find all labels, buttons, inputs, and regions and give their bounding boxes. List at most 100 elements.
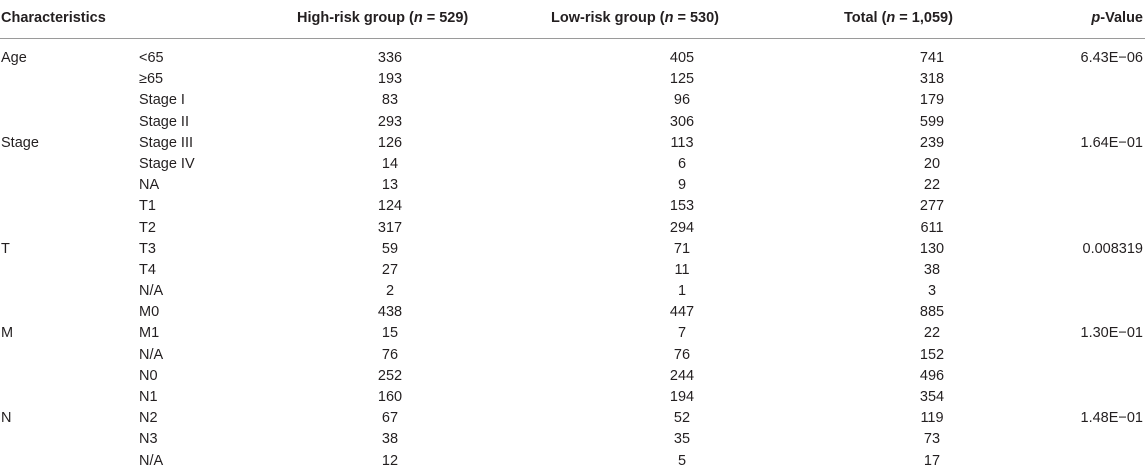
- cell-total: 38: [923, 261, 941, 278]
- cell-high-risk: 293: [377, 113, 403, 130]
- row-subgroup: M1: [139, 325, 160, 342]
- cell-low-risk: 11: [674, 261, 690, 278]
- row-subgroup: ≥65: [139, 71, 164, 88]
- row-subgroup: Stage II: [139, 113, 189, 130]
- cell-total: 20: [923, 155, 941, 172]
- table-row: NA 13 9 22: [0, 174, 1145, 195]
- header-high-suffix: = 529): [422, 10, 469, 26]
- header-total-n: n: [886, 10, 896, 26]
- cell-total: 611: [920, 219, 944, 236]
- row-subgroup: NA: [139, 177, 160, 194]
- row-category: Age: [1, 50, 27, 66]
- cell-high-risk: 15: [381, 325, 399, 342]
- cell-high-risk: 126: [377, 134, 403, 151]
- cell-high-risk: 76: [381, 346, 399, 363]
- cell-high-risk: 317: [377, 219, 403, 236]
- cell-total: 17: [923, 452, 941, 469]
- header-low-n: n: [664, 10, 674, 26]
- cell-high-risk: 336: [377, 50, 403, 66]
- table-row: N0 252 244 496: [0, 365, 1145, 386]
- cell-low-risk: 5: [677, 452, 687, 469]
- cell-low-risk: 9: [677, 177, 687, 194]
- row-subgroup: N1: [139, 389, 158, 405]
- table-row: Stage I 83 96 179: [0, 89, 1145, 110]
- cell-p-value: 0.008319: [1082, 240, 1143, 257]
- cell-total: 741: [919, 50, 945, 66]
- cell-low-risk: 194: [669, 389, 695, 405]
- cell-low-risk: 294: [669, 219, 695, 236]
- cell-high-risk: 13: [381, 177, 399, 194]
- header-p-italic: p: [1091, 10, 1101, 26]
- row-subgroup: Stage III: [139, 134, 194, 151]
- row-subgroup: Stage IV: [139, 155, 195, 172]
- cell-total: 496: [919, 367, 945, 384]
- cell-high-risk: 67: [381, 410, 399, 427]
- row-subgroup: N0: [139, 367, 158, 384]
- table-row: N/A 12 5 17: [0, 450, 1145, 471]
- table-row: N N2 67 52 119 1.48E−01: [0, 407, 1145, 428]
- cell-low-risk: 244: [669, 367, 695, 384]
- cell-total: 885: [919, 304, 945, 321]
- row-subgroup: N3: [139, 431, 158, 448]
- cell-total: 152: [919, 346, 945, 363]
- header-p-value: p-Value: [1091, 10, 1143, 26]
- header-high-prefix: High-risk group (: [297, 10, 414, 26]
- table-row: M0 438 447 885: [0, 301, 1145, 322]
- cell-high-risk: 124: [377, 198, 403, 215]
- table-row: Stage Stage III 126 113 239 1.64E−01: [0, 132, 1145, 153]
- header-total: Total (n = 1,059): [844, 10, 953, 26]
- table-row: T1 124 153 277: [0, 195, 1145, 216]
- row-category: T: [1, 240, 10, 257]
- cell-total: 599: [919, 113, 945, 130]
- table-row: N/A 2 1 3: [0, 280, 1145, 301]
- cell-total: 73: [923, 431, 941, 448]
- cell-high-risk: 59: [381, 240, 399, 257]
- table-row: T2 317 294 611: [0, 217, 1145, 238]
- cell-total: 3: [927, 283, 937, 300]
- header-low-prefix: Low-risk group (: [551, 10, 665, 26]
- cell-high-risk: 83: [381, 92, 399, 109]
- header-total-prefix: Total (: [844, 10, 887, 26]
- header-p-suffix: -Value: [1100, 10, 1143, 26]
- table-body: Age <65 336 405 741 6.43E−06 ≥65 193 125 318 Stage…: [0, 47, 1145, 471]
- cell-low-risk: 405: [669, 50, 695, 66]
- row-category: Stage: [1, 134, 39, 151]
- cell-low-risk: 71: [673, 240, 691, 257]
- cell-p-value: 1.64E−01: [1080, 134, 1144, 151]
- cell-total: 239: [919, 134, 945, 151]
- cell-total: 277: [919, 198, 945, 215]
- table-row: M M1 15 7 22 1.30E−01: [0, 322, 1145, 343]
- cell-total: 22: [923, 177, 941, 194]
- row-subgroup: N/A: [139, 346, 164, 363]
- row-subgroup: T4: [139, 261, 156, 278]
- header-high-n: n: [413, 10, 423, 26]
- cell-total: 119: [920, 410, 944, 427]
- table-row: T4 27 11 38: [0, 259, 1145, 280]
- cell-total: 179: [919, 92, 945, 109]
- cell-high-risk: 2: [385, 283, 395, 300]
- row-category: M: [1, 325, 14, 342]
- cell-high-risk: 12: [381, 452, 399, 469]
- table-row: Stage II 293 306 599: [0, 111, 1145, 132]
- header-characteristics: Characteristics: [1, 10, 106, 26]
- cell-high-risk: 193: [377, 71, 403, 88]
- cell-low-risk: 306: [669, 113, 695, 130]
- row-subgroup: <65: [139, 50, 164, 66]
- header-low-risk: Low-risk group (n = 530): [551, 10, 719, 26]
- cell-p-value: 1.30E−01: [1080, 325, 1144, 342]
- row-subgroup: T3: [139, 240, 156, 257]
- table-row: ≥65 193 125 318: [0, 68, 1145, 89]
- cell-total: 130: [919, 240, 945, 257]
- cell-low-risk: 96: [673, 92, 691, 109]
- row-subgroup: T1: [139, 198, 156, 215]
- cell-low-risk: 6: [677, 155, 687, 172]
- cell-p-value: 6.43E−06: [1080, 50, 1144, 66]
- cell-high-risk: 252: [377, 367, 403, 384]
- table-row: Age <65 336 405 741 6.43E−06: [0, 47, 1145, 68]
- cell-high-risk: 160: [377, 389, 403, 405]
- table-row: T T3 59 71 130 0.008319: [0, 238, 1145, 259]
- header-low-suffix: = 530): [673, 10, 719, 26]
- cell-low-risk: 52: [673, 410, 691, 427]
- table-row: N3 38 35 73: [0, 428, 1145, 449]
- cell-high-risk: 14: [381, 155, 399, 172]
